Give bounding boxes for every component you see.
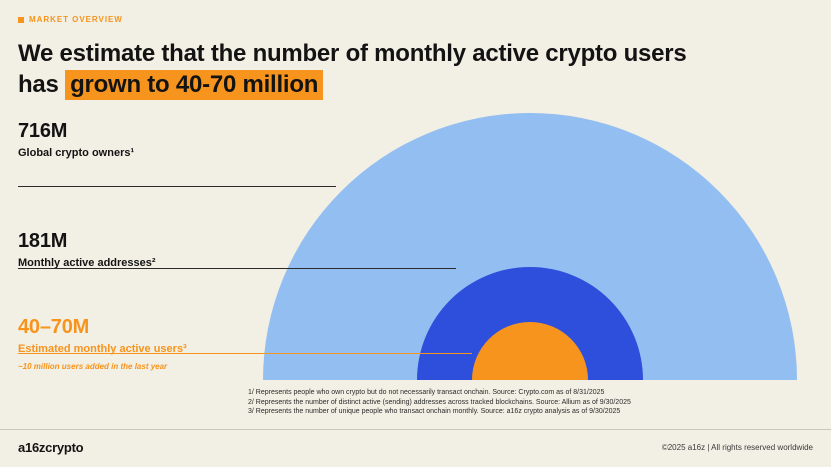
- title-highlight: grown to 40-70 million: [65, 70, 324, 100]
- footnote-2: 2/ Represents the number of distinct act…: [248, 398, 631, 406]
- footnote-1: 1/ Represents people who own crypto but …: [248, 389, 605, 396]
- stat-annotation: ~10 million users added in the last year: [18, 362, 168, 371]
- page-title: We estimate that the number of monthly a…: [18, 38, 798, 100]
- stat-value: 181M: [18, 230, 68, 252]
- footnote-3: 3/ Represents the number of unique peopl…: [248, 408, 621, 415]
- stat-label: Estimated monthly active users³: [18, 343, 187, 355]
- copyright-text: ©2025 a16z | All rights reserved worldwi…: [661, 443, 813, 452]
- a16zcrypto-logo: a16zcrypto: [18, 440, 84, 455]
- stat-value: 40–70M: [18, 316, 90, 338]
- title-line1: We estimate that the number of monthly a…: [18, 40, 687, 67]
- footnotes: 1/ Represents people who own crypto but …: [248, 388, 631, 417]
- leader-line-estimated-monthly-active-users: [18, 353, 472, 354]
- eyebrow: MARKET OVERVIEW: [18, 15, 123, 24]
- stat-label: Global crypto owners¹: [18, 147, 135, 159]
- stat-global-crypto-owners: 716M Global crypto owners¹: [18, 120, 134, 159]
- eyebrow-label: MARKET OVERVIEW: [29, 15, 123, 24]
- stat-label: Monthly active addresses²: [18, 257, 156, 269]
- eyebrow-square-icon: [18, 16, 24, 23]
- title-line2-prefix: has: [18, 71, 66, 98]
- leader-line-global-crypto-owners: [18, 186, 336, 187]
- stat-monthly-active-addresses: 181M Monthly active addresses²: [18, 230, 156, 269]
- footer-divider: [0, 429, 831, 430]
- stat-estimated-monthly-active-users: 40–70M Estimated monthly active users³: [18, 316, 187, 355]
- leader-line-monthly-active-addresses: [18, 268, 456, 269]
- stat-value: 716M: [18, 120, 68, 142]
